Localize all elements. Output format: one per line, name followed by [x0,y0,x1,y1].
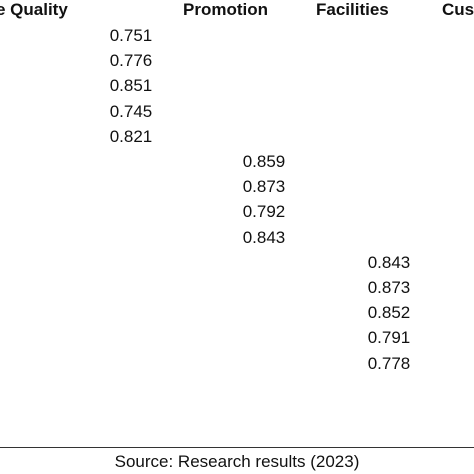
table-rule [0,447,474,448]
cell-value: 0.745 [109,101,153,121]
cell-value: 0.873 [367,278,411,297]
cell-value: 0.776 [109,51,153,71]
cell-value: 0.873 [242,177,286,197]
cell-value: 0.821 [109,126,153,146]
cell-value: 0.843 [367,252,411,272]
column-header: e Quality [0,0,68,19]
column-header: Cus [442,0,474,19]
column-header: Facilities [316,0,389,19]
cell-value: 0.851 [109,76,153,96]
column-header: Promotion [183,0,268,19]
cell-value: 0.751 [109,26,153,45]
cell-value: 0.843 [242,227,286,247]
cell-value: 0.859 [242,152,286,171]
cell-value: 0.778 [367,353,411,373]
cell-value: 0.791 [367,328,411,348]
cell-value: 0.792 [242,202,286,222]
cell-value: 0.852 [367,303,411,323]
source-note: Source: Research results (2023) [114,452,360,471]
